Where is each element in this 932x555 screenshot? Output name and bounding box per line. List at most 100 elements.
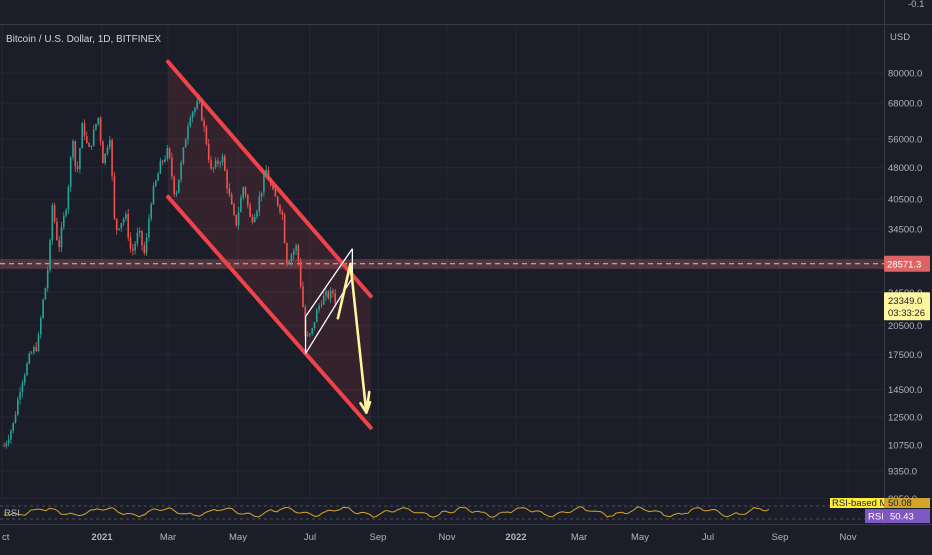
candle-body	[164, 159, 166, 162]
candle-body	[325, 291, 327, 296]
candle-body	[175, 192, 178, 195]
candle-body	[290, 254, 293, 262]
candle-body	[30, 352, 33, 354]
candle-body	[33, 347, 35, 353]
candle-body	[196, 101, 198, 109]
candle-body	[7, 439, 10, 444]
candle-body	[226, 170, 228, 189]
x-tick-label: Nov	[840, 532, 857, 543]
candle-body	[83, 123, 86, 137]
rsi-pane: RSI	[0, 499, 884, 524]
candle-body	[224, 156, 226, 171]
rsi-label: RSI	[868, 512, 884, 523]
candle-body	[249, 205, 251, 217]
projection-arrowhead	[359, 401, 368, 414]
y-tick-label: 12500.0	[888, 413, 922, 424]
candle-body	[306, 334, 309, 337]
x-tick-label: Mar	[160, 532, 176, 543]
candle-body	[309, 333, 311, 335]
candle-body	[258, 196, 261, 212]
chart-title: Bitcoin / U.S. Dollar, 1D, BITFINEX	[6, 34, 162, 45]
candle-body	[46, 270, 49, 289]
candle-body	[109, 140, 111, 148]
candle-body	[233, 204, 235, 215]
candle-body	[187, 126, 189, 140]
candle-body	[120, 223, 123, 229]
candle-body	[230, 194, 233, 205]
candle-body	[189, 118, 192, 127]
candle-body	[125, 213, 127, 219]
candle-body	[302, 286, 304, 307]
candle-body	[228, 188, 231, 195]
projection-arrowhead	[365, 400, 372, 414]
candle-body	[182, 147, 185, 163]
candle-body	[63, 215, 65, 227]
candle-body	[92, 129, 95, 146]
candle-body	[148, 218, 150, 238]
candle-body	[37, 334, 40, 351]
candle-body	[313, 322, 316, 329]
candle-body	[79, 148, 81, 170]
candle-body	[201, 99, 203, 121]
candle-body	[67, 186, 70, 210]
y-tick-label: 68000.0	[888, 99, 922, 110]
candle-body	[184, 139, 187, 148]
candle-body	[247, 195, 249, 206]
candle-body	[251, 216, 254, 223]
y-tick-label: 48000.0	[888, 163, 922, 174]
candle-body	[205, 126, 208, 145]
candle-body	[127, 213, 129, 238]
candle-body	[56, 221, 58, 241]
y-tick-label: 34500.0	[888, 224, 922, 235]
candle-body	[10, 430, 12, 440]
candle-body	[168, 148, 171, 158]
candle-body	[178, 179, 180, 193]
grid: -0.1	[0, 0, 932, 525]
y-tick-label: 56000.0	[888, 135, 922, 146]
candle-body	[122, 218, 125, 224]
candle-body	[267, 170, 270, 180]
candle-body	[244, 187, 247, 196]
candle-body	[35, 347, 37, 351]
candle-body	[279, 205, 281, 212]
candle-body	[235, 214, 238, 226]
support-zone	[0, 259, 884, 269]
y-tick-label: 10750.0	[888, 440, 922, 451]
candle-body	[334, 293, 336, 304]
candle-body	[332, 290, 334, 294]
candle-body	[72, 140, 74, 158]
time-axis: ct 2021 Mar May Jul Sep Nov 2022 Mar May Jul Sep Nov	[2, 532, 857, 543]
candle-body	[95, 123, 97, 130]
candle-body	[320, 304, 323, 306]
candle-body	[311, 328, 313, 334]
rsi-ma-label-bg	[830, 498, 884, 508]
countdown-text: 03:33:26	[888, 308, 925, 319]
candle-body	[166, 148, 169, 160]
rsi-ma-value-bg	[884, 498, 930, 508]
x-tick-label: May	[631, 532, 649, 543]
candle-body	[297, 245, 300, 262]
candle-body	[295, 245, 297, 251]
candle-body	[26, 363, 28, 376]
rsi-pane-label: RSI	[4, 508, 20, 519]
candle-body	[134, 243, 136, 251]
x-tick-label: May	[229, 532, 247, 543]
candle-body	[97, 117, 100, 124]
candle-body	[19, 392, 21, 400]
candle-body	[327, 291, 330, 299]
candle-body	[76, 166, 79, 170]
candle-body	[203, 120, 205, 127]
candle-body	[260, 192, 263, 197]
candle-body	[242, 187, 244, 198]
top-pane	[0, 0, 932, 24]
candle-body	[217, 160, 219, 164]
candle-body	[51, 205, 54, 241]
candle-body	[150, 204, 152, 219]
x-tick-label: Mar	[571, 532, 587, 543]
rsi-ma-label: RSI-based MA	[832, 498, 894, 509]
candle-body	[113, 175, 116, 219]
y-tick-label: 14500.0	[888, 385, 922, 396]
candle-body	[58, 240, 60, 248]
